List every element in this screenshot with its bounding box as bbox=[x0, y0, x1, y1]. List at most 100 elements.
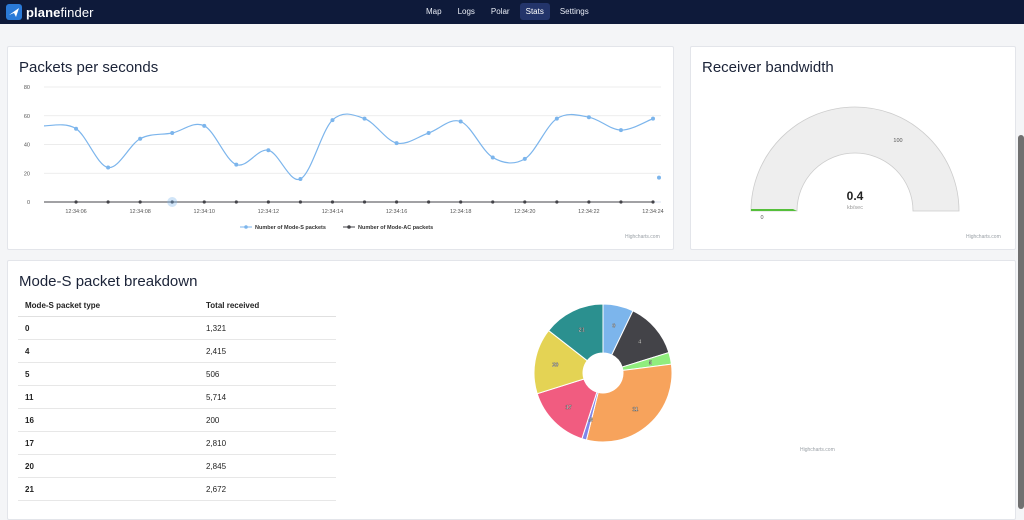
nav-polar[interactable]: Polar bbox=[490, 7, 510, 16]
mode-ac-point bbox=[394, 200, 399, 204]
mode-s-point bbox=[522, 156, 527, 161]
mode-s-point bbox=[458, 119, 463, 124]
pie-label-5: 5 bbox=[649, 361, 652, 367]
table-row: 4 2,415 bbox=[18, 340, 336, 363]
bandwidth-title: Receiver bandwidth bbox=[702, 59, 834, 76]
mode-s-point bbox=[554, 116, 559, 121]
pie-slice-11 bbox=[585, 363, 673, 443]
cell-type: 11 bbox=[25, 392, 34, 402]
cell-total: 2,845 bbox=[206, 461, 227, 471]
legend-label-mode-ac: Number of Mode-AC packets bbox=[358, 225, 433, 231]
hover-halo bbox=[167, 197, 178, 207]
gauge-value bbox=[751, 209, 797, 211]
packets-line-chart: 0 20 40 60 80 12:34:06 12:34:08 12:34:10 12:34:1… bbox=[24, 85, 664, 231]
cell-total: 1,321 bbox=[206, 323, 227, 333]
breakdown-title: Mode-S packet breakdown bbox=[19, 273, 198, 290]
pie-label-16: 16 bbox=[587, 418, 593, 424]
mode-s-point bbox=[426, 131, 431, 135]
cell-total: 5,714 bbox=[206, 392, 227, 402]
y-tick-label: 0 bbox=[27, 200, 30, 206]
packets-card: Packets per seconds 0 20 40 60 80 12:34:06 12:… bbox=[7, 46, 674, 250]
planefinder-logo[interactable]: planefinder bbox=[6, 3, 94, 21]
bandwidth-gauge: 0 100 0.4 kb/sec bbox=[750, 106, 960, 221]
pie-credit: Highcharts.com bbox=[800, 447, 835, 453]
header-total: Total received bbox=[206, 301, 260, 310]
mode-s-line bbox=[43, 113, 654, 180]
gauge-min-label: 0 bbox=[760, 215, 763, 221]
mode-s-point bbox=[298, 177, 303, 181]
top-navbar: planefinder Map Logs Polar Stats Setting… bbox=[0, 0, 1024, 24]
mode-ac-point bbox=[587, 200, 591, 204]
mode-ac-point bbox=[170, 200, 174, 204]
pie-label-0: 0 bbox=[612, 324, 615, 330]
main-nav: Map Logs Polar Stats Settings bbox=[420, 3, 595, 20]
x-tick-label: 12:34:16 bbox=[386, 209, 407, 215]
x-tick-label: 12:34:18 bbox=[450, 209, 471, 215]
mode-s-point bbox=[651, 116, 655, 121]
table-header: Mode-S packet type Total received bbox=[18, 295, 336, 317]
mode-ac-point bbox=[619, 200, 623, 204]
y-tick-label: 20 bbox=[24, 171, 30, 177]
x-tick-label: 12:34:06 bbox=[65, 209, 86, 215]
mode-ac-point bbox=[74, 200, 78, 204]
mode-s-trailing-point bbox=[657, 175, 661, 180]
mode-ac-point bbox=[523, 200, 527, 204]
mode-s-point bbox=[330, 118, 335, 123]
breakdown-card: Mode-S packet breakdown 0 4 5 11 16 17 20 21 Hi… bbox=[7, 260, 1016, 520]
mode-ac-point bbox=[234, 200, 238, 204]
pie-label-17: 17 bbox=[566, 405, 572, 411]
x-tick-label: 12:34:20 bbox=[514, 209, 535, 215]
mode-s-point bbox=[362, 116, 367, 121]
table-row: 11 5,714 bbox=[18, 386, 336, 409]
bandwidth-card: Receiver bandwidth 0 100 0.4 kb/sec High… bbox=[690, 46, 1016, 250]
mode-ac-point bbox=[362, 200, 367, 204]
mode-s-point bbox=[170, 131, 175, 135]
packets-title: Packets per seconds bbox=[19, 59, 159, 76]
table-row: 21 2,672 bbox=[18, 478, 336, 501]
mode-s-point bbox=[202, 123, 207, 128]
gauge-max-label: 100 bbox=[893, 138, 902, 144]
pie-slice-21 bbox=[547, 303, 604, 362]
cell-type: 5 bbox=[25, 369, 30, 379]
mode-s-point bbox=[266, 148, 271, 153]
legend-label-mode-s: Number of Mode-S packets bbox=[255, 225, 326, 231]
nav-stats[interactable]: Stats bbox=[519, 3, 550, 20]
mode-ac-point bbox=[427, 200, 431, 204]
cell-type: 0 bbox=[25, 323, 30, 333]
table-row: 16 200 bbox=[18, 409, 336, 432]
x-tick-label: 12:34:08 bbox=[129, 209, 150, 215]
cell-total: 2,415 bbox=[206, 346, 227, 356]
plane-icon bbox=[6, 4, 22, 20]
table-row: 0 1,321 bbox=[18, 317, 336, 340]
nav-logs[interactable]: Logs bbox=[457, 7, 475, 16]
cell-total: 2,810 bbox=[206, 438, 227, 448]
nav-settings[interactable]: Settings bbox=[559, 7, 589, 16]
y-tick-label: 40 bbox=[24, 143, 30, 149]
x-tick-label: 12:34:24 bbox=[642, 209, 663, 215]
gauge-unit: kb/sec bbox=[847, 205, 863, 211]
mode-s-point bbox=[74, 126, 79, 131]
table-row: 5 506 bbox=[18, 363, 336, 386]
cell-total: 506 bbox=[206, 369, 220, 379]
mode-s-point bbox=[234, 162, 239, 167]
mode-ac-point bbox=[106, 200, 110, 204]
legend-marker-mode-ac bbox=[347, 225, 351, 229]
cell-type: 4 bbox=[25, 346, 30, 356]
mode-ac-point bbox=[555, 200, 559, 204]
chart-credit: Highcharts.com bbox=[625, 234, 660, 240]
breakdown-pie-chart: 0 4 5 11 16 17 20 21 bbox=[533, 303, 673, 443]
nav-map[interactable]: Map bbox=[426, 7, 442, 16]
mode-ac-point bbox=[651, 200, 655, 204]
breakdown-table: Mode-S packet type Total received 0 1,321… bbox=[18, 295, 336, 501]
mode-ac-point bbox=[491, 200, 495, 204]
x-tick-label: 12:34:10 bbox=[194, 209, 215, 215]
x-tick-label: 12:34:22 bbox=[578, 209, 599, 215]
table-row: 20 2,845 bbox=[18, 455, 336, 478]
pie-label-11: 11 bbox=[632, 407, 638, 413]
y-tick-label: 60 bbox=[24, 114, 30, 120]
page-scrollbar[interactable] bbox=[1018, 135, 1024, 509]
cell-type: 20 bbox=[25, 461, 34, 471]
pie-label-4: 4 bbox=[638, 339, 642, 345]
mode-s-point bbox=[138, 136, 143, 141]
mode-s-point bbox=[394, 141, 399, 146]
